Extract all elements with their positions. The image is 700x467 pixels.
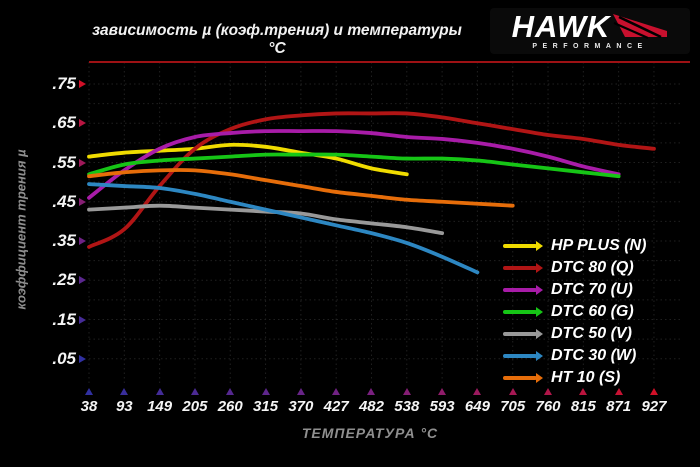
y-tick-label: .15 (52, 309, 76, 329)
legend-line-swatch (503, 241, 543, 251)
legend-line-swatch (503, 263, 543, 273)
x-tick-arrow-icon (473, 388, 482, 395)
x-tick-label: 705 (500, 398, 526, 415)
y-axis-title: коэффициент трения µ (13, 149, 29, 310)
legend-label: DTC 30 (W) (551, 347, 637, 364)
legend-line-swatch (503, 351, 543, 361)
x-tick-label: 649 (464, 398, 490, 415)
x-tick-label: 38 (80, 398, 98, 415)
legend-arrow-icon (536, 329, 543, 339)
x-tick-arrow-icon (120, 388, 129, 395)
y-tick-arrow-icon (79, 237, 86, 245)
x-tick-arrow-icon (296, 388, 305, 395)
x-axis-title: ТЕМПЕРАТУРА °C (301, 425, 439, 441)
legend-line-swatch (503, 307, 543, 317)
x-tick-label: 315 (253, 398, 279, 415)
legend-label: HT 10 (S) (551, 369, 621, 386)
legend-line-swatch (503, 285, 543, 295)
data-curves (87, 111, 656, 275)
x-tick-label: 927 (641, 398, 667, 415)
legend-label: HP PLUS (N) (551, 237, 647, 254)
x-tick-arrow-icon (614, 388, 623, 395)
x-tick-label: 482 (358, 398, 384, 415)
legend-arrow-icon (536, 351, 543, 361)
legend-label: DTC 80 (Q) (551, 259, 634, 276)
legend-arrow-icon (536, 307, 543, 317)
x-tick-arrow-icon (226, 388, 235, 395)
series-hp-plus-n (87, 142, 409, 177)
y-tick-arrow-icon (79, 80, 86, 88)
legend-label: DTC 60 (G) (551, 303, 634, 320)
legend-arrow-icon (536, 241, 543, 251)
x-tick-arrow-icon (508, 388, 517, 395)
legend-arrow-icon (536, 285, 543, 295)
y-tick-label: .25 (52, 270, 76, 290)
series-dtc-70-u (87, 129, 621, 200)
x-tick-label: 93 (115, 398, 133, 415)
legend-arrow-icon (536, 373, 543, 383)
legend-line-swatch (503, 329, 543, 339)
x-tick-arrow-icon (155, 388, 164, 395)
x-tick-arrow-icon (332, 388, 341, 395)
series-dtc-50-v (87, 203, 444, 236)
x-tick-label: 205 (182, 398, 208, 415)
y-tick-label: .35 (52, 231, 76, 250)
hawk-logo-text: HAWK (511, 9, 611, 44)
legend-item: DTC 80 (Q) (503, 257, 646, 279)
legend-label: DTC 70 (U) (551, 281, 633, 298)
x-tick-label: 871 (606, 398, 632, 415)
x-tick-label: 815 (570, 398, 596, 415)
x-tick-arrow-icon (579, 388, 588, 395)
axis-lines (88, 60, 690, 387)
x-tick-arrow-icon (367, 388, 376, 395)
legend-item: DTC 70 (U) (503, 279, 646, 301)
x-tick-arrow-icon (544, 388, 553, 395)
x-tick-label: 538 (394, 398, 420, 415)
y-tick-label: .45 (52, 191, 76, 211)
x-tick-arrow-icon (649, 388, 658, 395)
series-ht-10-s (87, 168, 515, 208)
x-tick-label: 370 (288, 398, 314, 415)
hawk-logo-subtext: PERFORMANCE (532, 43, 648, 50)
y-tick-arrow-icon (79, 354, 86, 363)
x-tick-label: 427 (323, 398, 349, 415)
legend-item: HP PLUS (N) (503, 235, 646, 257)
chart-title: зависимость µ (коэф.трения) и температур… (92, 22, 462, 57)
y-tick-label: .05 (52, 348, 76, 368)
x-tick-arrow-icon (402, 388, 411, 395)
legend-item: DTC 30 (W) (503, 345, 646, 367)
x-tick-arrow-icon (190, 388, 199, 395)
legend-arrow-icon (536, 263, 543, 273)
x-tick-arrow-icon (85, 388, 93, 395)
x-tick-label: 149 (147, 398, 173, 415)
legend-item: HT 10 (S) (503, 367, 646, 389)
legend-item: DTC 60 (G) (503, 301, 646, 323)
y-tick-label: .75 (52, 74, 76, 93)
x-tick-label: 593 (429, 398, 455, 415)
y-tick-label: .55 (52, 152, 76, 172)
y-tick-label: .65 (52, 113, 76, 133)
x-tick-arrow-icon (261, 388, 270, 395)
legend-line-swatch (503, 373, 543, 383)
series-dtc-30-w (87, 182, 480, 275)
hawk-logo: HAWK PERFORMANCE (490, 8, 690, 54)
x-tick-arrow-icon (438, 388, 447, 395)
hawk-logo-row: HAWK (511, 9, 669, 44)
y-tick-arrow-icon (79, 158, 86, 167)
x-tick-label: 260 (217, 398, 243, 415)
y-tick-arrow-icon (79, 197, 86, 206)
legend-item: DTC 50 (V) (503, 323, 646, 345)
hawk-wing-icon (613, 14, 668, 40)
y-tick-arrow-icon (79, 119, 86, 128)
y-tick-arrow-icon (79, 315, 86, 324)
x-tick-label: 760 (535, 398, 561, 415)
legend: HP PLUS (N) DTC 80 (Q) DTC 70 (U) DTC 60 (G… (503, 235, 646, 389)
legend-label: DTC 50 (V) (551, 325, 632, 342)
y-tick-arrow-icon (79, 276, 86, 285)
series-dtc-60-g (87, 152, 621, 179)
